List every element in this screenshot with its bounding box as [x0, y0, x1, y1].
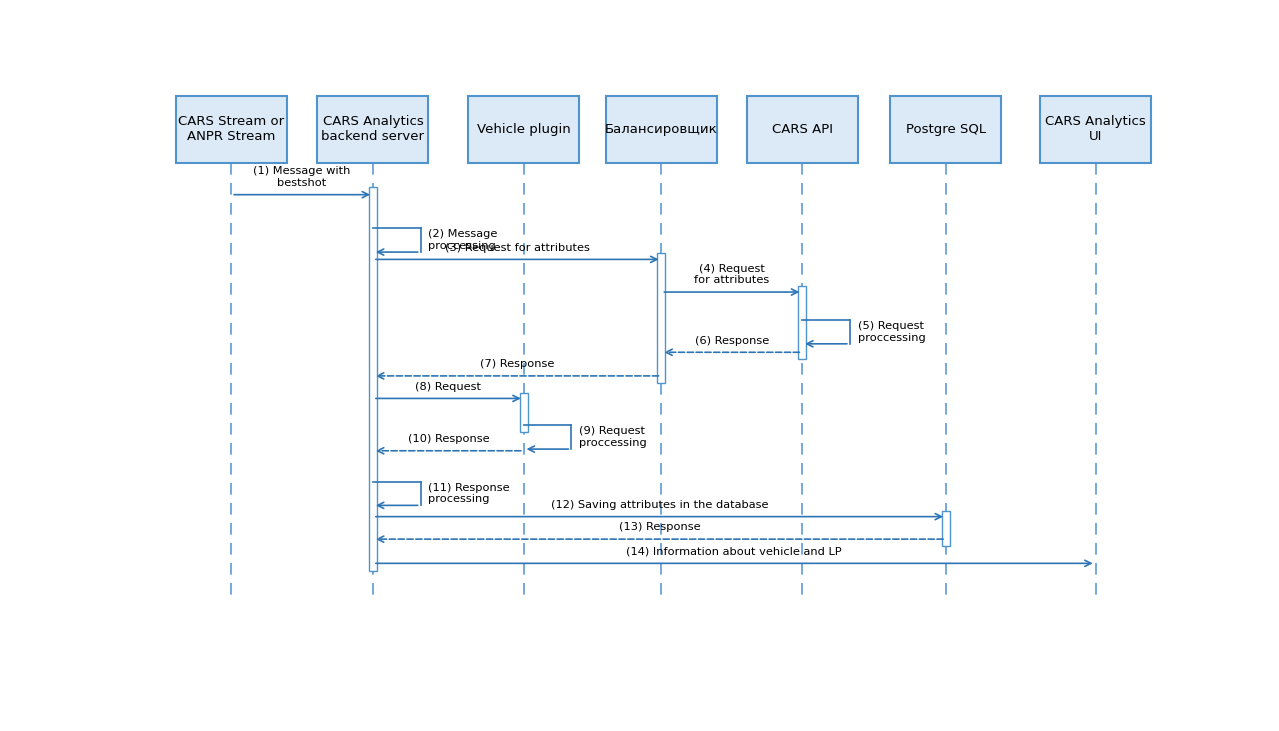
Text: (3) Request for attributes: (3) Request for attributes — [445, 243, 590, 253]
Text: Балансировщик: Балансировщик — [605, 123, 718, 136]
Bar — [519, 393, 528, 432]
FancyBboxPatch shape — [747, 96, 858, 162]
Text: (6) Response: (6) Response — [694, 336, 769, 346]
Text: CARS Analytics
UI: CARS Analytics UI — [1045, 115, 1146, 143]
FancyBboxPatch shape — [606, 96, 718, 162]
Bar — [657, 253, 665, 382]
Text: (8) Request: (8) Request — [416, 382, 481, 392]
Bar — [798, 286, 806, 359]
Text: (4) Request
for attributes: (4) Request for attributes — [694, 264, 770, 285]
Text: (1) Message with
bestshot: (1) Message with bestshot — [253, 167, 350, 188]
Text: CARS API: CARS API — [771, 123, 833, 136]
Text: (13) Response: (13) Response — [619, 523, 701, 532]
Text: CARS Stream or
ANPR Stream: CARS Stream or ANPR Stream — [178, 115, 284, 143]
Text: (14) Information about vehicle and LP: (14) Information about vehicle and LP — [627, 547, 842, 556]
Text: (7) Response: (7) Response — [480, 359, 554, 369]
FancyBboxPatch shape — [890, 96, 1001, 162]
Text: (12) Saving attributes in the database: (12) Saving attributes in the database — [551, 500, 769, 510]
FancyBboxPatch shape — [317, 96, 428, 162]
FancyBboxPatch shape — [468, 96, 579, 162]
Text: (11) Response
processing: (11) Response processing — [428, 482, 510, 504]
FancyBboxPatch shape — [175, 96, 286, 162]
Text: Postgre SQL: Postgre SQL — [906, 123, 986, 136]
Text: (2) Message
proccessing: (2) Message proccessing — [428, 230, 498, 251]
Text: (9) Request
proccessing: (9) Request proccessing — [579, 426, 647, 448]
Text: CARS Analytics
backend server: CARS Analytics backend server — [321, 115, 425, 143]
Text: (10) Response: (10) Response — [408, 434, 489, 444]
Bar — [370, 187, 377, 571]
Text: (5) Request
proccessing: (5) Request proccessing — [858, 321, 926, 343]
FancyBboxPatch shape — [1040, 96, 1151, 162]
Text: Vehicle plugin: Vehicle plugin — [477, 123, 570, 136]
Bar — [941, 511, 950, 547]
